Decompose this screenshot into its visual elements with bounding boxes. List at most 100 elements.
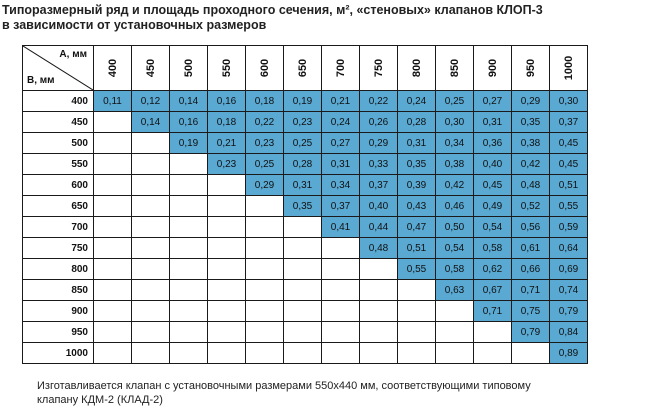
area-cell: 0,27 <box>473 90 512 112</box>
empty-cell <box>131 300 170 322</box>
area-cell: 0,14 <box>131 111 170 133</box>
column-header: 600 <box>245 45 284 91</box>
empty-cell <box>131 153 170 175</box>
empty-cell <box>435 300 474 322</box>
column-header: 550 <box>207 45 246 91</box>
column-axis-label: А, мм <box>59 49 87 60</box>
footnote: Изготавливается клапан с установочными р… <box>37 379 647 407</box>
empty-cell <box>397 342 436 364</box>
empty-cell <box>93 342 132 364</box>
column-header-label: 900 <box>486 58 499 78</box>
table-row: 500 0,19 0,21 0,23 0,25 0,27 0,29 0,31 0,34 0,36 0… <box>22 132 588 154</box>
area-cell: 0,25 <box>245 153 284 175</box>
area-cell: 0,28 <box>397 111 436 133</box>
empty-cell <box>473 321 512 343</box>
area-cell: 0,24 <box>321 111 360 133</box>
area-cell: 0,33 <box>359 153 398 175</box>
area-cell: 0,45 <box>549 132 588 154</box>
area-cell: 0,23 <box>283 111 322 133</box>
area-cell: 0,49 <box>473 195 512 217</box>
area-cell: 0,58 <box>473 237 512 259</box>
area-cell: 0,31 <box>321 153 360 175</box>
area-cell: 0,23 <box>207 153 246 175</box>
corner-cell: А, мм В, мм <box>22 45 94 91</box>
area-cell: 0,31 <box>283 174 322 196</box>
area-cell: 0,23 <box>245 132 284 154</box>
column-header-label: 750 <box>372 58 385 78</box>
empty-cell <box>245 258 284 280</box>
empty-cell <box>93 279 132 301</box>
area-cell: 0,54 <box>473 216 512 238</box>
area-cell: 0,31 <box>473 111 512 133</box>
empty-cell <box>321 321 360 343</box>
area-cell: 0,62 <box>473 258 512 280</box>
empty-cell <box>207 174 246 196</box>
empty-cell <box>321 300 360 322</box>
area-cell: 0,12 <box>131 90 170 112</box>
empty-cell <box>245 279 284 301</box>
row-header: 850 <box>22 279 94 301</box>
table-row: 450 0,14 0,16 0,18 0,22 0,23 0,24 0,26 0,28 0,30 0… <box>22 111 588 133</box>
area-cell: 0,50 <box>435 216 474 238</box>
column-header-label: 1000 <box>562 55 575 81</box>
column-header: 900 <box>473 45 512 91</box>
area-cell: 0,37 <box>359 174 398 196</box>
empty-cell <box>131 342 170 364</box>
area-cell: 0,22 <box>359 90 398 112</box>
empty-cell <box>283 342 322 364</box>
area-cell: 0,56 <box>511 216 550 238</box>
area-cell: 0,54 <box>435 237 474 259</box>
area-cell: 0,66 <box>511 258 550 280</box>
table-row: 900 0,71 0,75 0,79 <box>22 300 588 322</box>
area-cell: 0,89 <box>549 342 588 364</box>
table-row: 800 0,55 0,58 0,62 0,66 0,69 <box>22 258 588 280</box>
table-row: 950 0,79 0,84 <box>22 321 588 343</box>
empty-cell <box>93 237 132 259</box>
empty-cell <box>207 195 246 217</box>
area-cell: 0,34 <box>321 174 360 196</box>
area-cell: 0,22 <box>245 111 284 133</box>
empty-cell <box>283 216 322 238</box>
empty-cell <box>169 321 208 343</box>
area-cell: 0,39 <box>397 174 436 196</box>
column-header: 950 <box>511 45 550 91</box>
empty-cell <box>359 342 398 364</box>
row-header: 800 <box>22 258 94 280</box>
area-cell: 0,29 <box>511 90 550 112</box>
empty-cell <box>321 237 360 259</box>
area-cell: 0,45 <box>549 153 588 175</box>
empty-cell <box>131 279 170 301</box>
empty-cell <box>245 195 284 217</box>
column-header: 700 <box>321 45 360 91</box>
empty-cell <box>207 300 246 322</box>
area-cell: 0,26 <box>359 111 398 133</box>
row-header: 450 <box>22 111 94 133</box>
area-cell: 0,21 <box>207 132 246 154</box>
empty-cell <box>131 237 170 259</box>
empty-cell <box>245 237 284 259</box>
column-header-label: 850 <box>448 58 461 78</box>
area-cell: 0,45 <box>473 174 512 196</box>
empty-cell <box>131 258 170 280</box>
empty-cell <box>93 132 132 154</box>
area-cell: 0,59 <box>549 216 588 238</box>
area-cell: 0,71 <box>473 300 512 322</box>
area-cell: 0,58 <box>435 258 474 280</box>
empty-cell <box>169 174 208 196</box>
empty-cell <box>435 321 474 343</box>
area-cell: 0,37 <box>549 111 588 133</box>
empty-cell <box>359 321 398 343</box>
column-header-label: 400 <box>106 58 119 78</box>
column-header: 650 <box>283 45 322 91</box>
table-row: 850 0,63 0,67 0,71 0,74 <box>22 279 588 301</box>
area-cell: 0,43 <box>397 195 436 217</box>
empty-cell <box>397 321 436 343</box>
area-cell: 0,61 <box>511 237 550 259</box>
area-cell: 0,38 <box>511 132 550 154</box>
empty-cell <box>93 258 132 280</box>
row-header: 600 <box>22 174 94 196</box>
column-header: 400 <box>93 45 132 91</box>
size-area-table: А, мм В, мм 400 450 500 550 600 650 700 750 800 8… <box>22 45 588 364</box>
empty-cell <box>207 342 246 364</box>
empty-cell <box>321 342 360 364</box>
